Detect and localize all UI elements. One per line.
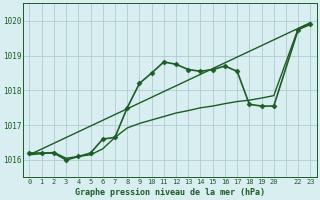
X-axis label: Graphe pression niveau de la mer (hPa): Graphe pression niveau de la mer (hPa) (75, 188, 265, 197)
